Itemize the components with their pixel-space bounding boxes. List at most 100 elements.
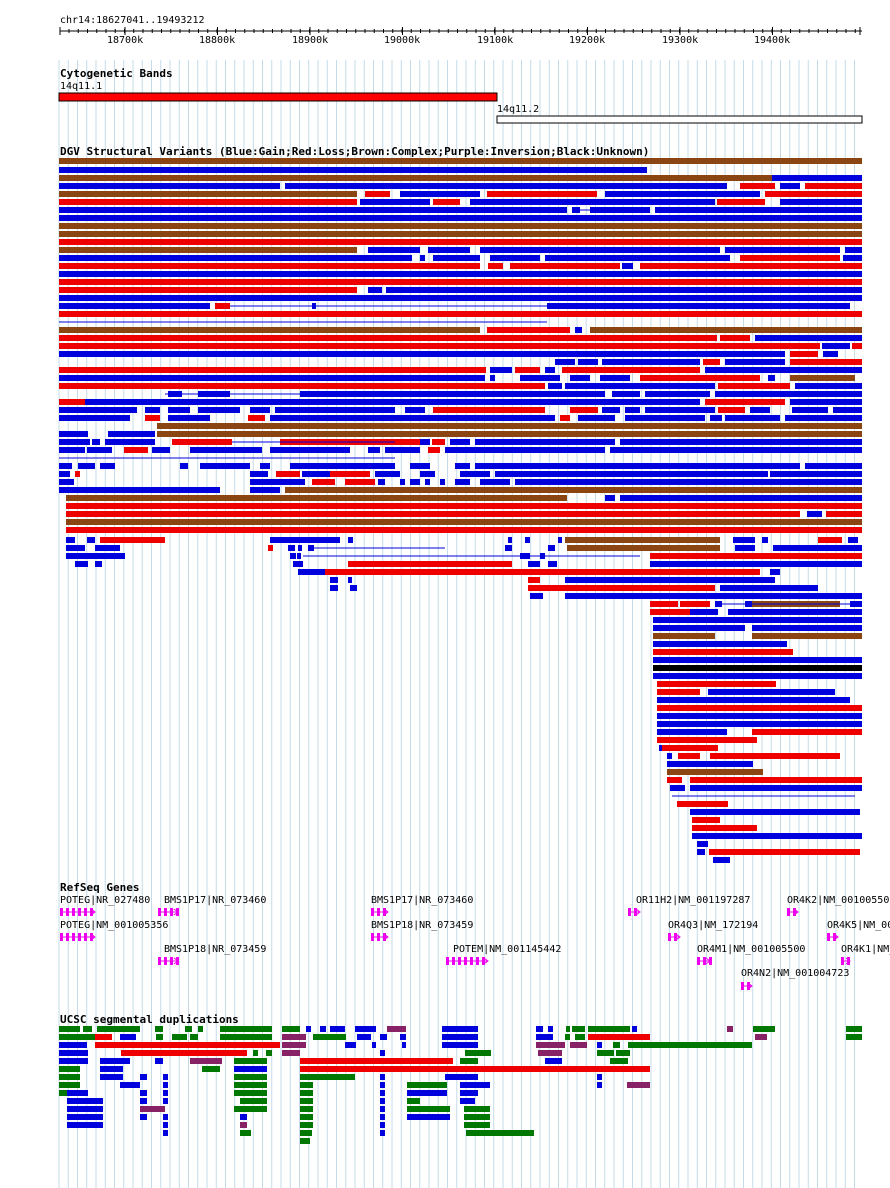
dgv-variant-bar [705, 399, 785, 405]
segdup-bar [597, 1050, 614, 1056]
gene-exon [446, 957, 449, 965]
segdup-bar [628, 1042, 633, 1048]
dgv-variant-bar [487, 191, 597, 197]
segdup-bar [185, 1026, 192, 1032]
segdup-bar [597, 1082, 602, 1088]
dgv-variant-bar [480, 479, 510, 485]
gene-label[interactable]: POTEG|NM_001005356 [60, 920, 169, 931]
gene-label[interactable]: OR4K2|NM_00100550 [787, 895, 890, 906]
segdup-bar [163, 1130, 168, 1136]
dgv-variant-bar [66, 537, 75, 543]
dgv-variant-bar [433, 199, 460, 205]
dgv-variant-bar [59, 239, 862, 245]
segdup-bar [67, 1098, 103, 1104]
gene-label[interactable]: BMS1P17|NR_073460 [164, 895, 267, 906]
dgv-variant-bar [657, 689, 700, 695]
dgv-variant-bar [708, 689, 835, 695]
dgv-variant-bar [168, 415, 210, 421]
dgv-variant-bar [710, 753, 840, 759]
segdup-bar [240, 1130, 251, 1136]
dgv-variant-bar [735, 545, 755, 551]
gene-label[interactable]: BMS1P18|NR_073459 [164, 944, 267, 955]
dgv-variant-bar [445, 447, 605, 453]
segdup-bar [727, 1026, 733, 1032]
dgv-variant-bar [565, 537, 720, 543]
gene-label[interactable]: OR4Q3|NM_172194 [668, 920, 759, 931]
dgv-variant-bar [845, 247, 862, 253]
gene-label[interactable]: OR4K1|NM_ [841, 944, 890, 955]
gene-label[interactable]: POTEG|NR_027480 [60, 895, 151, 906]
dgv-variant-bar [368, 447, 380, 453]
dgv-track-title: DGV Structural Variants (Blue:Gain;Red:L… [60, 145, 650, 158]
gene-label[interactable]: OR4M1|NM_001005500 [697, 944, 806, 955]
dgv-variant-bar [250, 471, 268, 477]
dgv-variant-bar [348, 537, 353, 543]
dgv-variant-bar [792, 407, 828, 413]
dgv-variant-bar [602, 407, 620, 413]
segdup-bar [282, 1034, 306, 1040]
gene-label[interactable]: OR11H2|NM_001197287 [636, 895, 751, 906]
segdup-bar [588, 1034, 650, 1040]
dgv-variant-bar [515, 479, 862, 485]
segdup-bar [253, 1050, 258, 1056]
gene-label[interactable]: BMS1P18|NR_073459 [371, 920, 474, 931]
dgv-variant-bar [780, 183, 800, 189]
segdup-bar [407, 1098, 420, 1104]
dgv-variant-bar [59, 415, 130, 421]
dgv-variant-bar [345, 479, 375, 485]
dgv-variant-bar [548, 383, 562, 389]
dgv-variant-bar [190, 447, 262, 453]
dgv-variant-bar [270, 537, 340, 543]
gene-strand-arrow [90, 933, 96, 941]
dgv-variant-bar [302, 471, 330, 477]
dgv-variant-bar [157, 423, 862, 429]
dgv-variant-bar [75, 561, 88, 567]
gene-label[interactable]: POTEM|NM_001145442 [453, 944, 562, 955]
dgv-variant-bar [152, 447, 170, 453]
segdup-bar [380, 1098, 385, 1104]
dgv-variant-bar [612, 391, 640, 397]
segdup-bar [320, 1026, 326, 1032]
gene-exon [377, 933, 380, 941]
segdup-bar [155, 1026, 163, 1032]
segdup-bar [140, 1114, 147, 1120]
segdup-bar [190, 1034, 198, 1040]
dgv-variant-bar [59, 215, 862, 221]
gene-exon [78, 908, 81, 916]
dgv-variant-bar [270, 415, 555, 421]
dgv-variant-bar [59, 199, 357, 205]
dgv-variant-bar [720, 585, 818, 591]
gene-exon [458, 957, 461, 965]
dgv-variant-bar [330, 577, 338, 583]
dgv-variant-bar [578, 415, 615, 421]
gene-exon [628, 908, 631, 916]
segdup-bar [380, 1122, 385, 1128]
gene-label[interactable]: OR4K5|NM_00 [827, 920, 890, 931]
dgv-variant-bar [59, 287, 357, 293]
segdup-bar [380, 1106, 385, 1112]
dgv-variant-bar [215, 303, 230, 309]
segdup-bar [380, 1074, 385, 1080]
gene-label[interactable]: BMS1P17|NR_073460 [371, 895, 474, 906]
gene-exon [793, 908, 796, 916]
dgv-variant-bar [59, 223, 862, 229]
segdup-bar [155, 1058, 163, 1064]
segdup-bar [282, 1042, 306, 1048]
gene-exon [827, 933, 830, 941]
dgv-variant-bar [300, 391, 605, 397]
segdup-bar [380, 1090, 385, 1096]
dgv-variant-bar [360, 199, 430, 205]
dgv-variant-bar [59, 295, 862, 301]
gene-exon [158, 908, 161, 916]
dgv-variant-bar [590, 327, 862, 333]
segdup-bar [234, 1090, 267, 1096]
ruler[interactable]: chr14:18627041..19493212 18700k 18800k 1… [0, 0, 890, 60]
dgv-variant-bar [59, 335, 717, 341]
dgv-variant-bar [657, 705, 862, 711]
gene-label[interactable]: OR4N2|NM_001004723 [741, 968, 850, 979]
dgv-variant-bar [75, 471, 80, 477]
dgv-variant-bar [822, 343, 850, 349]
dgv-variant-bar [200, 463, 250, 469]
dgv-variant-bar [650, 601, 678, 607]
